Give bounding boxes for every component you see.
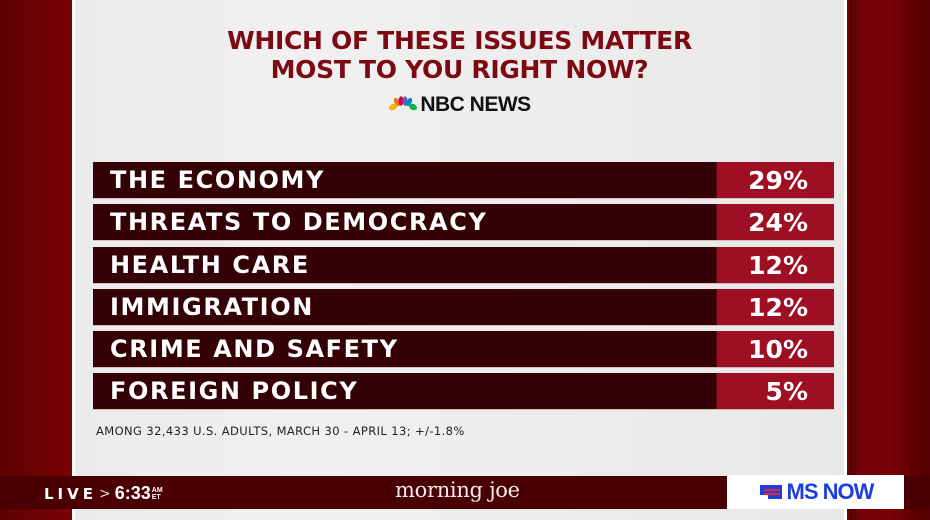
broadcast-time: 6:33 xyxy=(114,483,151,503)
issue-label: CRIME AND SAFETY xyxy=(93,331,716,368)
table-row: CRIME AND SAFETY 10% xyxy=(93,331,834,368)
table-row: THREATS TO DEMOCRACY 24% xyxy=(93,204,834,241)
timezone-label: ET xyxy=(151,493,161,501)
chart-title: WHICH OF THESE ISSUES MATTER MOST TO YOU… xyxy=(75,26,844,84)
issue-percent: 10% xyxy=(716,331,834,368)
issue-label: IMMIGRATION xyxy=(93,288,716,325)
source-name: NBC NEWS xyxy=(420,93,531,116)
issue-percent: 5% xyxy=(716,373,834,410)
issue-label: HEALTH CARE xyxy=(93,246,716,283)
issue-percent: 29% xyxy=(716,162,834,198)
issue-percent: 12% xyxy=(716,288,834,325)
background-right xyxy=(849,0,930,520)
time-suffix: AM ET xyxy=(152,487,163,501)
results-table: THE ECONOMY 29% THREATS TO DEMOCRACY 24%… xyxy=(93,162,834,416)
chevron-right-icon: > xyxy=(99,485,111,502)
poll-footnote: AMONG 32,433 U.S. ADULTS, MARCH 30 - APR… xyxy=(96,424,465,438)
issue-percent: 12% xyxy=(716,246,834,283)
table-row: HEALTH CARE 12% xyxy=(93,246,834,283)
table-row: IMMIGRATION 12% xyxy=(93,288,834,325)
network-logo: MS NOW xyxy=(727,475,904,509)
issue-label: THE ECONOMY xyxy=(93,162,716,198)
chart-title-line-2: MOST TO YOU RIGHT NOW? xyxy=(270,55,649,84)
table-row: FOREIGN POLICY 5% xyxy=(93,373,834,410)
ampm-label: AM xyxy=(151,486,163,494)
table-row: THE ECONOMY 29% xyxy=(93,162,834,198)
poll-graphic-panel: WHICH OF THESE ISSUES MATTER MOST TO YOU… xyxy=(72,0,847,520)
issue-label: FOREIGN POLICY xyxy=(93,373,716,410)
nbc-peacock-icon xyxy=(389,96,418,111)
chart-title-line-1: WHICH OF THESE ISSUES MATTER xyxy=(227,26,692,55)
network-name: MS NOW xyxy=(786,479,875,504)
live-indicator: LIVE > 6:33 AM ET xyxy=(44,483,163,504)
show-name: morning joe xyxy=(395,478,520,502)
source-logo: NBC NEWS xyxy=(75,93,844,117)
live-label: LIVE xyxy=(44,484,97,503)
issue-percent: 24% xyxy=(716,204,834,241)
ms-now-flag-icon xyxy=(759,485,782,499)
issue-label: THREATS TO DEMOCRACY xyxy=(93,204,716,241)
